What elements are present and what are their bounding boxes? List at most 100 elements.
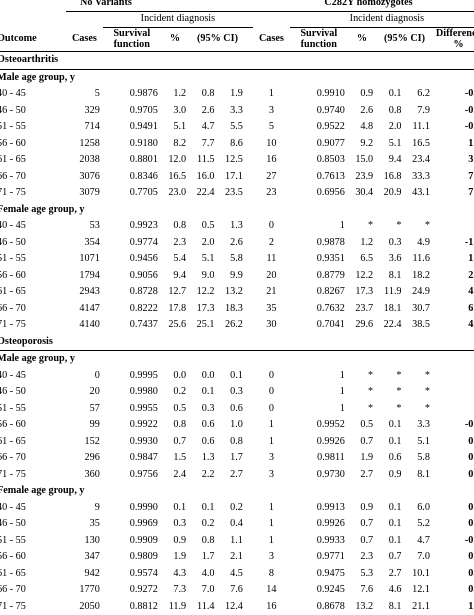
nv-hi-cell: 5.8 <box>218 251 246 268</box>
age-range-cell: 40 - 45 <box>0 368 66 385</box>
nv-lo-cell: 0.3 <box>189 401 217 418</box>
c-cases-cell: 3 <box>253 467 290 484</box>
c-lo-cell: 2.0 <box>376 119 404 136</box>
header-sf-nv: Survival function <box>103 28 161 52</box>
c-cases-cell: 1 <box>253 417 290 434</box>
c-cases-cell: 0 <box>253 218 290 235</box>
age-range-cell: 51 - 55 <box>0 401 66 418</box>
header-outcome: Outcome <box>0 28 66 52</box>
nv-pct-cell: 0.9 <box>161 533 189 550</box>
spacer-cell <box>246 152 253 169</box>
nv-pct-cell: 0.8 <box>161 218 189 235</box>
spacer-cell <box>246 119 253 136</box>
age-range-cell: 61 - 65 <box>0 152 66 169</box>
age-range-cell: 56 - 60 <box>0 417 66 434</box>
header-row-subgroups: Incident diagnosis Incident diagnosis <box>0 12 474 28</box>
header-ci-c282y: (95% CI) <box>376 28 433 52</box>
nv-lo-cell: 0.5 <box>189 218 217 235</box>
c-cases-cell: 11 <box>253 251 290 268</box>
nv-hi-cell: 17.1 <box>218 169 246 186</box>
nv-sf-cell: 0.9491 <box>103 119 161 136</box>
c-cases-cell: 3 <box>253 450 290 467</box>
diff-cell: -0.3 <box>433 417 474 434</box>
nv-pct-cell: 11.9 <box>161 599 189 615</box>
diff-cell: 6.1 <box>433 301 474 318</box>
nv-pct-cell: 16.5 <box>161 169 189 186</box>
diff-cell: -0.3 <box>433 86 474 103</box>
diff-cell: 4.6 <box>433 284 474 301</box>
nv-sf-cell: 0.9923 <box>103 218 161 235</box>
c-lo-cell: 0.3 <box>376 235 404 252</box>
nv-sf-cell: 0.8801 <box>103 152 161 169</box>
c-sf-cell: 0.7041 <box>290 317 348 334</box>
header-ci-nv: (95% CI) <box>189 28 246 52</box>
table-row: 56 - 603470.98091.91.72.130.97712.30.77.… <box>0 549 474 566</box>
nv-lo-cell: 0.1 <box>189 384 217 401</box>
nv-sf-cell: 0.9456 <box>103 251 161 268</box>
c-pct-cell: 0.7 <box>348 434 376 451</box>
c-cases-cell: 14 <box>253 582 290 599</box>
diff-cell: 1.0 <box>433 251 474 268</box>
nv-cases-cell: 4147 <box>66 301 103 318</box>
diff-cell: 7.0 <box>433 169 474 186</box>
nv-pct-cell: 1.5 <box>161 450 189 467</box>
c-lo-cell: 11.9 <box>376 284 404 301</box>
c-lo-cell: * <box>376 384 404 401</box>
group-row: Male age group, y <box>0 351 474 368</box>
c-cases-cell: 1 <box>253 86 290 103</box>
nv-sf-cell: 0.9990 <box>103 500 161 517</box>
c-pct-cell: 0.9 <box>348 86 376 103</box>
c-lo-cell: 0.1 <box>376 516 404 533</box>
nv-sf-cell: 0.9847 <box>103 450 161 467</box>
nv-sf-cell: 0.9574 <box>103 566 161 583</box>
nv-hi-cell: 23.5 <box>218 185 246 202</box>
age-range-cell: 51 - 55 <box>0 251 66 268</box>
table-row: 51 - 551300.99090.90.81.110.99330.70.14.… <box>0 533 474 550</box>
nv-pct-cell: 0.2 <box>161 384 189 401</box>
c-cases-cell: 1 <box>253 434 290 451</box>
nv-lo-cell: 9.0 <box>189 268 217 285</box>
c-lo-cell: * <box>376 401 404 418</box>
c-sf-cell: 0.9771 <box>290 549 348 566</box>
nv-hi-cell: 0.8 <box>218 434 246 451</box>
nv-cases-cell: 1794 <box>66 268 103 285</box>
spacer-cell <box>246 401 253 418</box>
c-sf-cell: 0.9926 <box>290 434 348 451</box>
nv-lo-cell: 0.8 <box>189 86 217 103</box>
table-row: 56 - 60990.99220.80.61.010.99520.50.13.3… <box>0 417 474 434</box>
nv-cases-cell: 1071 <box>66 251 103 268</box>
diff-cell: 0.9 <box>433 566 474 583</box>
c-cases-cell: 8 <box>253 566 290 583</box>
table-row: 71 - 753600.97562.42.22.730.97302.70.98.… <box>0 467 474 484</box>
diff-cell: * <box>433 218 474 235</box>
age-range-cell: 71 - 75 <box>0 599 66 615</box>
nv-pct-cell: 2.3 <box>161 235 189 252</box>
header-blank-3 <box>66 12 103 28</box>
c-pct-cell: 0.7 <box>348 516 376 533</box>
nv-cases-cell: 9 <box>66 500 103 517</box>
c-sf-cell: 0.9740 <box>290 103 348 120</box>
c-sf-cell: 0.8678 <box>290 599 348 615</box>
table-row: 46 - 503290.97053.02.63.330.97402.60.87.… <box>0 103 474 120</box>
nv-cases-cell: 360 <box>66 467 103 484</box>
header-sf-c282y: Survival function <box>290 28 348 52</box>
diff-cell: 7.5 <box>433 185 474 202</box>
c-hi-cell: 6.0 <box>405 500 433 517</box>
header-blank-5 <box>246 28 253 52</box>
spacer-cell <box>246 533 253 550</box>
nv-sf-cell: 0.8222 <box>103 301 161 318</box>
nv-hi-cell: 0.1 <box>218 368 246 385</box>
c-sf-cell: 0.8503 <box>290 152 348 169</box>
c-sf-cell: 0.9933 <box>290 533 348 550</box>
c-pct-cell: 0.5 <box>348 417 376 434</box>
table-row: 40 - 4590.99900.10.10.210.99130.90.16.00… <box>0 500 474 517</box>
age-range-cell: 71 - 75 <box>0 185 66 202</box>
c-lo-cell: 0.8 <box>376 103 404 120</box>
table-row: 61 - 6529430.872812.712.213.2210.826717.… <box>0 284 474 301</box>
spacer-cell <box>246 417 253 434</box>
age-range-cell: 46 - 50 <box>0 235 66 252</box>
table-row: 71 - 7520500.881211.911.412.4160.867813.… <box>0 599 474 615</box>
table-row: 66 - 7030760.834616.516.017.1270.761323.… <box>0 169 474 186</box>
c-cases-cell: 30 <box>253 317 290 334</box>
